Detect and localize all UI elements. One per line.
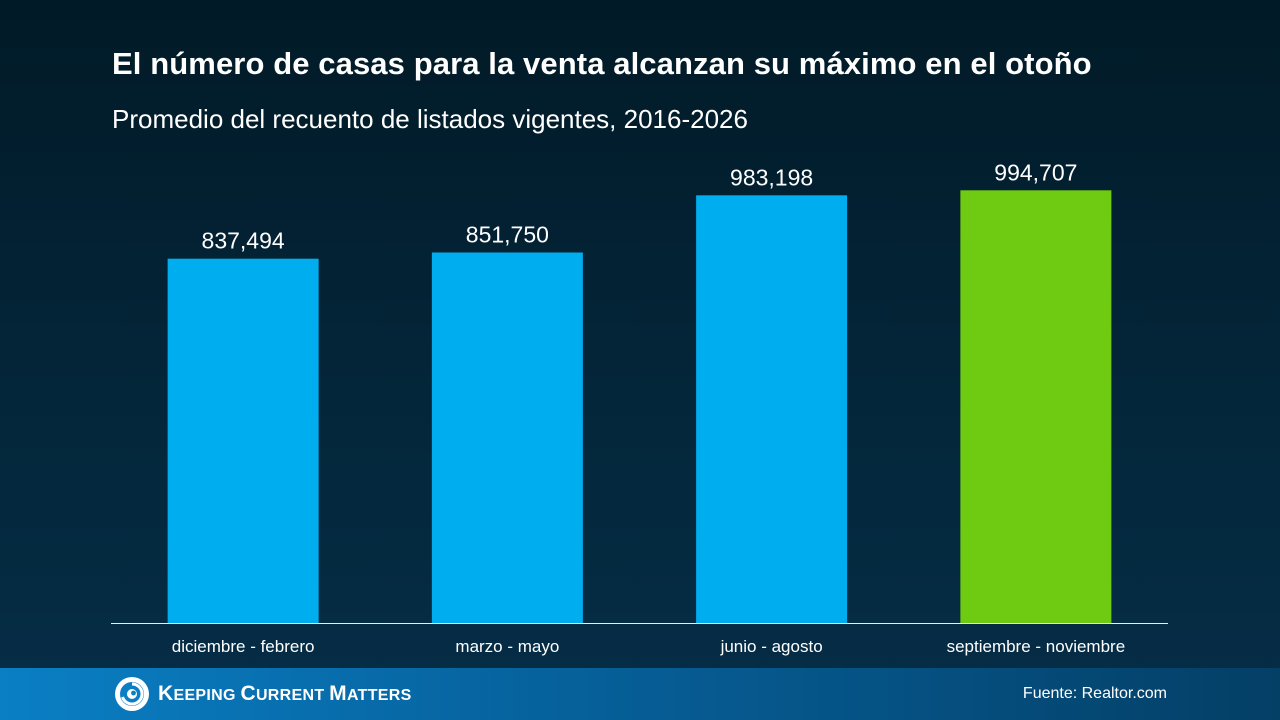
category-label-3: junio - agosto [720, 637, 823, 656]
bar-chart: 837,494 851,750 983,198 994,707 diciembre -… [111, 159, 1168, 656]
category-label-4: septiembre - noviembre [947, 637, 1126, 656]
chart-title: El número de casas para la venta alcanza… [112, 46, 1092, 81]
value-label-4: 994,707 [994, 159, 1077, 185]
chart-subtitle: Promedio del recuento de listados vigent… [112, 104, 748, 134]
value-label-2: 851,750 [466, 221, 549, 247]
value-label-1: 837,494 [202, 228, 285, 254]
category-label-2: marzo - mayo [455, 637, 559, 656]
bars-group [167, 190, 1112, 623]
value-labels-group: 837,494 851,750 983,198 994,707 [202, 159, 1078, 253]
footer-bar: KEEPING CURRENT MATTERS Fuente: Realtor.… [0, 668, 1280, 720]
bar-4 [960, 190, 1112, 623]
brand-logo: KEEPING CURRENT MATTERS [114, 676, 412, 712]
source-note: Fuente: Realtor.com [1022, 685, 1167, 702]
swirl-logo-icon [115, 677, 149, 711]
bar-3 [696, 195, 848, 623]
category-label-1: diciembre - febrero [172, 637, 315, 656]
category-labels-group: diciembre - febrero marzo - mayo junio - a… [172, 637, 1125, 656]
brand-name: KEEPING CURRENT MATTERS [158, 682, 412, 705]
bar-1 [167, 258, 319, 623]
bar-2 [431, 252, 583, 623]
value-label-3: 983,198 [730, 164, 813, 190]
